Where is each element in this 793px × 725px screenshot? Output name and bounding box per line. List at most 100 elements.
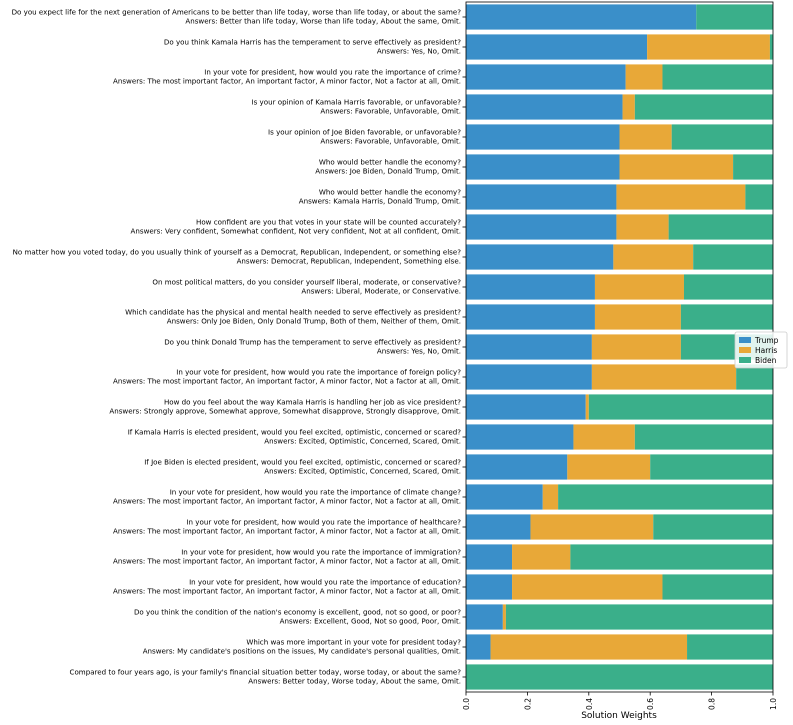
answers-label: Answers: Only Joe Biden, Only Donald Tru… [167,317,461,326]
bar-trump-0 [466,4,697,30]
bar-biden-6 [745,184,773,210]
answers-label: Answers: The most important factor, An i… [113,557,461,566]
bar-harris-17 [530,514,654,540]
bar-harris-11 [591,334,681,360]
question-label: In your vote for president, how would yo… [204,68,461,77]
question-label: In your vote for president, how would yo… [181,548,461,557]
question-label: Which was more important in your vote fo… [246,638,461,647]
question-label: In your vote for president, how would yo… [189,578,461,587]
answers-label: Answers: Kamala Harris, Donald Trump, Om… [299,197,461,206]
bar-biden-9 [683,274,773,300]
bar-harris-13 [585,394,589,420]
bar-biden-16 [558,484,773,510]
bar-biden-1 [769,34,773,60]
x-tick-label: 1.0 [769,698,778,710]
bar-trump-15 [466,454,568,480]
question-label: If Kamala Harris is elected president, w… [128,428,462,437]
question-label: Do you think Donald Trump has the temper… [164,338,461,347]
bar-harris-21 [490,634,688,660]
question-label: How confident are you that votes in your… [196,218,461,227]
bar-trump-19 [466,574,513,600]
question-label: Which candidate has the physical and men… [125,308,461,317]
bar-biden-8 [693,244,773,270]
bar-harris-6 [616,184,746,210]
answers-label: Answers: Liberal, Moderate, or Conservat… [301,287,461,296]
bar-biden-14 [634,424,773,450]
bar-harris-19 [512,574,663,600]
bar-harris-10 [594,304,681,330]
legend-label-biden: Biden [755,356,777,365]
question-label: Compared to four years ago, is your fami… [69,668,461,677]
answers-label: Answers: Yes, No, Omit. [377,47,461,56]
bar-harris-4 [619,124,672,150]
answers-label: Answers: Joe Biden, Donald Trump, Omit. [315,167,461,176]
bar-harris-5 [619,154,734,180]
question-label: In your vote for president, how would yo… [176,368,461,377]
x-tick-label: 0.4 [585,698,594,710]
bar-trump-1 [466,34,648,60]
bar-biden-10 [680,304,773,330]
x-tick-label: 0.6 [646,698,655,710]
bar-biden-18 [570,544,773,570]
answers-label: Answers: Favorable, Unfavorable, Omit. [320,107,461,116]
bar-biden-12 [736,364,773,390]
bar-harris-3 [622,94,635,120]
question-label: No matter how you voted today, do you us… [13,248,462,257]
legend-swatch-biden [739,357,751,363]
bar-harris-16 [542,484,559,510]
answers-label: Answers: Very confident, Somewhat confid… [131,227,461,236]
bar-trump-7 [466,214,617,240]
bar-biden-19 [662,574,773,600]
question-labels: Do you expect life for the next generati… [12,8,462,686]
bar-trump-9 [466,274,595,300]
answers-label: Answers: The most important factor, An i… [113,377,461,386]
bar-harris-15 [567,454,651,480]
bar-harris-8 [613,244,694,270]
question-label: Do you think Kamala Harris has the tempe… [164,38,461,47]
answers-label: Answers: Favorable, Unfavorable, Omit. [320,137,461,146]
bar-harris-20 [502,604,506,630]
bars [466,4,773,690]
bar-harris-2 [625,64,663,90]
bar-trump-17 [466,514,531,540]
answers-label: Answers: The most important factor, An i… [113,77,461,86]
bar-trump-6 [466,184,617,210]
answers-label: Answers: Excellent, Good, Not so good, P… [280,617,461,626]
question-label: In your vote for president, how would yo… [186,518,461,527]
question-label: Is your opinion of Joe Biden favorable, … [268,128,461,137]
answers-label: Answers: The most important factor, An i… [113,527,461,536]
bar-trump-13 [466,394,586,420]
bar-harris-18 [512,544,571,570]
answers-label: Answers: Strongly approve, Somewhat appr… [109,407,461,416]
question-label: How do you feel about the way Kamala Har… [164,398,461,407]
answers-label: Answers: My candidate's positions on the… [143,647,461,656]
bar-harris-1 [647,34,770,60]
question-label: Who would better handle the economy? [319,188,461,197]
bar-trump-8 [466,244,614,270]
bar-biden-0 [696,4,773,30]
bar-biden-7 [668,214,773,240]
answers-label: Answers: Excited, Optimistic, Concerned,… [264,467,461,476]
answers-label: Answers: Yes, No, Omit. [377,347,461,356]
question-label: On most political matters, do you consid… [152,278,461,287]
bar-biden-3 [634,94,773,120]
question-label: Do you think the condition of the nation… [134,608,461,617]
answers-label: Answers: Excited, Optimistic, Concerned,… [264,437,461,446]
answers-label: Answers: Better today, Worse today, Abou… [248,677,461,686]
bar-trump-21 [466,634,491,660]
bar-trump-5 [466,154,620,180]
bar-biden-4 [671,124,773,150]
question-label: In your vote for president, how would yo… [170,488,462,497]
bar-biden-15 [650,454,773,480]
bar-trump-3 [466,94,623,120]
x-tick-label: 0.0 [462,698,471,710]
bar-harris-9 [594,274,684,300]
question-label: Is your opinion of Kamala Harris favorab… [252,98,462,107]
bar-biden-21 [687,634,773,660]
bar-biden-13 [588,394,773,420]
answers-label: Answers: Better than life today, Worse t… [185,17,461,26]
bar-trump-12 [466,364,592,390]
answers-label: Answers: Democrat, Republican, Independe… [237,257,461,266]
